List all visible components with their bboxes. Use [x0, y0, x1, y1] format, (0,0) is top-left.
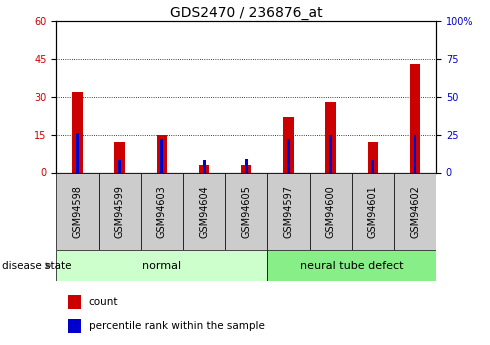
Bar: [283, 117, 294, 172]
Bar: [68, 295, 81, 309]
Text: GSM94599: GSM94599: [115, 185, 124, 238]
Bar: [114, 142, 125, 172]
Bar: [268, 172, 310, 250]
Bar: [56, 172, 98, 250]
Text: percentile rank within the sample: percentile rank within the sample: [89, 321, 265, 331]
Text: neural tube defect: neural tube defect: [300, 261, 403, 270]
Bar: [118, 160, 121, 172]
Bar: [310, 172, 352, 250]
Bar: [368, 142, 378, 172]
Bar: [245, 159, 248, 172]
Bar: [141, 172, 183, 250]
Text: GSM94605: GSM94605: [241, 185, 251, 238]
Bar: [202, 160, 205, 172]
Bar: [160, 139, 163, 172]
Text: normal: normal: [142, 261, 181, 270]
Bar: [72, 91, 83, 172]
Text: GSM94598: GSM94598: [73, 185, 82, 238]
Text: GSM94597: GSM94597: [283, 185, 294, 238]
Text: count: count: [89, 297, 118, 307]
Bar: [241, 165, 251, 172]
Title: GDS2470 / 236876_at: GDS2470 / 236876_at: [170, 6, 322, 20]
Bar: [410, 64, 420, 172]
Bar: [325, 102, 336, 172]
Bar: [98, 172, 141, 250]
Bar: [68, 319, 81, 333]
Bar: [352, 172, 394, 250]
Text: GSM94603: GSM94603: [157, 185, 167, 238]
Bar: [76, 133, 79, 172]
Text: GSM94601: GSM94601: [368, 185, 378, 238]
Bar: [199, 165, 209, 172]
Text: GSM94600: GSM94600: [326, 185, 336, 238]
Bar: [414, 135, 416, 172]
Bar: [268, 250, 436, 281]
Bar: [371, 160, 374, 172]
Text: GSM94602: GSM94602: [410, 185, 420, 238]
Bar: [225, 172, 268, 250]
Bar: [287, 139, 290, 172]
Text: disease state: disease state: [2, 261, 72, 270]
Bar: [56, 250, 268, 281]
Bar: [183, 172, 225, 250]
Bar: [329, 135, 332, 172]
Text: GSM94604: GSM94604: [199, 185, 209, 238]
Bar: [157, 135, 167, 172]
Bar: [394, 172, 436, 250]
